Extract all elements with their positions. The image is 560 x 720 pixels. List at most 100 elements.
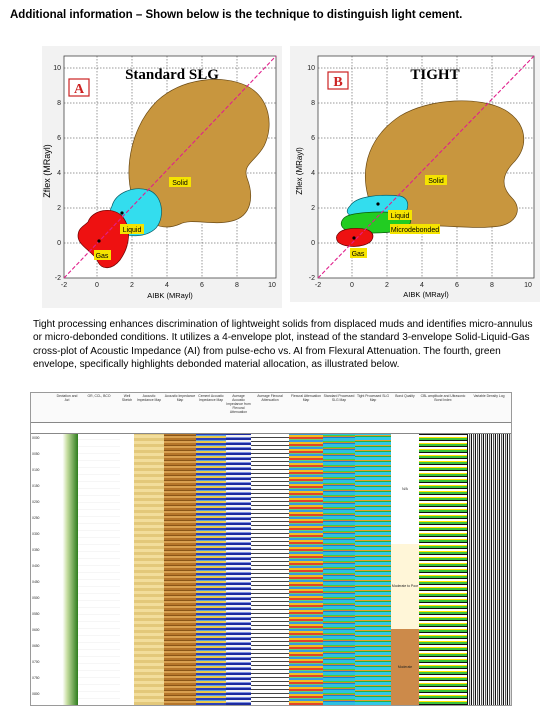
log-track: Average Flexural Attenuation xyxy=(251,393,290,705)
label-liquid-b: Liquid xyxy=(391,213,410,220)
track-body xyxy=(419,434,467,705)
x-tick: 6 xyxy=(455,282,459,289)
label-gas-a: Gas xyxy=(96,253,109,260)
track-header: Standard Processed SLG Map xyxy=(323,393,355,423)
log-track: CBL amplitude and Ultrasonic Bond Index xyxy=(419,393,468,705)
log-track: Average Acoustic Impedance from Flexural… xyxy=(226,393,252,705)
track-header: Average Acoustic Impedance from Flexural… xyxy=(226,393,251,423)
track-body xyxy=(120,434,134,705)
y-tick: -2 xyxy=(309,275,315,282)
track-header: GR, CCL, BCO xyxy=(78,393,120,423)
y-tick: 10 xyxy=(307,65,315,72)
plot-a-ylabel: Zflex (MRayl) xyxy=(42,144,52,198)
track-body xyxy=(164,434,196,705)
depth-label: X450 xyxy=(32,580,40,584)
track-scale xyxy=(78,423,120,434)
crossplot-standard: A Standard SLG Solid Liquid Gas -2 0 2 4… xyxy=(42,46,282,308)
track-scale xyxy=(355,423,391,434)
track-scale xyxy=(289,423,323,434)
plot-b-xlabel: AIBK (MRayl) xyxy=(403,290,449,299)
depth-label: X150 xyxy=(32,484,40,488)
y-tick: 4 xyxy=(311,170,315,177)
x-tick: 6 xyxy=(200,282,204,289)
track-scale xyxy=(226,423,251,434)
track-body xyxy=(251,434,289,705)
depth-label: X550 xyxy=(32,612,40,616)
y-tick: 0 xyxy=(311,240,315,247)
track-header: Variable Density Log xyxy=(467,393,511,423)
track-header: Well Sketch xyxy=(120,393,134,423)
log-track: Tight Processed SLG Map xyxy=(355,393,392,705)
x-tick: 0 xyxy=(350,282,354,289)
log-tracks: X000 X050 X100 X150 X200 X250 X300 X350 X400 X450… xyxy=(31,393,511,705)
depth-label: X350 xyxy=(32,548,40,552)
well-log-composite: X000 X050 X100 X150 X200 X250 X300 X350 X400 X450… xyxy=(30,392,512,706)
track-body xyxy=(56,434,78,705)
track-header: Deviation and Azi xyxy=(56,393,78,423)
plot-b-ylabel: Zflex (MRayl) xyxy=(295,147,304,195)
log-track: Acoustic Impedance Map xyxy=(164,393,197,705)
y-tick: 8 xyxy=(57,100,61,107)
solid-envelope xyxy=(128,79,270,228)
y-tick: -2 xyxy=(55,275,61,282)
track-header: Acoustic Impedance Map xyxy=(164,393,196,423)
depth-label: X500 xyxy=(32,596,40,600)
gas-envelope xyxy=(77,209,129,269)
bond-zone: N/A xyxy=(391,434,419,544)
plot-b-title: TIGHT xyxy=(410,67,459,83)
x-tick: 4 xyxy=(420,282,424,289)
x-tick: 4 xyxy=(165,282,169,289)
y-tick: 2 xyxy=(57,205,61,212)
track-scale xyxy=(419,423,467,434)
depth-label: X050 xyxy=(32,452,40,456)
y-tick: 8 xyxy=(311,100,315,107)
x-tick: 10 xyxy=(268,282,276,289)
label-solid-a: Solid xyxy=(172,180,188,187)
track-header: Acoustic Impedance Map xyxy=(134,393,164,423)
depth-label: X300 xyxy=(32,532,40,536)
track-scale xyxy=(251,423,289,434)
track-body xyxy=(196,434,226,705)
label-microdebonded-b: Microdebonded xyxy=(391,227,439,234)
track-scale xyxy=(196,423,226,434)
depth-label: X000 xyxy=(32,436,40,440)
log-track: Deviation and Azi xyxy=(56,393,79,705)
depth-label: X700 xyxy=(32,660,40,664)
log-track: Flexural Attenuation Map xyxy=(289,393,324,705)
depth-label: X200 xyxy=(32,500,40,504)
x-tick: -2 xyxy=(315,282,321,289)
track-scale xyxy=(164,423,196,434)
x-tick: -2 xyxy=(61,282,67,289)
track-body: X000 X050 X100 X150 X200 X250 X300 X350 X400 X450… xyxy=(31,434,56,705)
track-header xyxy=(31,393,56,423)
track-body xyxy=(134,434,164,705)
plot-b-letter: B xyxy=(333,75,342,90)
track-body xyxy=(355,434,391,705)
y-tick: 6 xyxy=(311,135,315,142)
track-scale xyxy=(31,423,56,434)
track-body xyxy=(467,434,511,705)
plot-a-xlabel: AIBK (MRayl) xyxy=(147,291,193,300)
log-track: Acoustic Impedance Map xyxy=(134,393,165,705)
plot-a-letter: A xyxy=(74,82,85,97)
depth-label: X600 xyxy=(32,628,40,632)
log-track: Standard Processed SLG Map xyxy=(323,393,356,705)
log-track: GR, CCL, BCO xyxy=(78,393,121,705)
log-track: Bond Quality N/A Moderate to Poor Moderate xyxy=(391,393,420,705)
depth-label: X400 xyxy=(32,564,40,568)
track-body xyxy=(226,434,251,705)
track-body xyxy=(323,434,355,705)
label-solid-b: Solid xyxy=(428,178,444,185)
depth-label: X100 xyxy=(32,468,40,472)
track-scale xyxy=(134,423,164,434)
track-header: Bond Quality xyxy=(391,393,419,423)
depth-label: X250 xyxy=(32,516,40,520)
track-scale xyxy=(120,423,134,434)
track-header: Average Flexural Attenuation xyxy=(251,393,289,423)
depth-label: X650 xyxy=(32,644,40,648)
diagonal-line xyxy=(317,55,535,279)
track-scale xyxy=(56,423,78,434)
y-tick: 0 xyxy=(57,240,61,247)
track-scale xyxy=(391,423,419,434)
track-body xyxy=(78,434,120,705)
